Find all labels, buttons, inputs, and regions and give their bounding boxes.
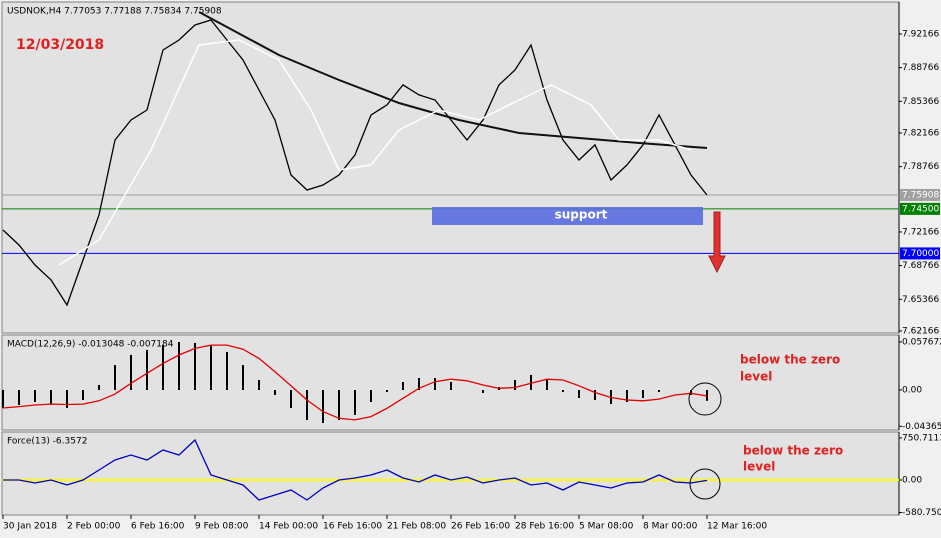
y-tick-label: 750.7113 xyxy=(902,433,941,443)
y-tick-label: 0.00 xyxy=(902,475,922,485)
y-tick-label: 7.72166 xyxy=(902,227,939,237)
level-label: 7.74500 xyxy=(902,204,939,214)
x-tick-label: 5 Mar 08:00 xyxy=(579,522,634,532)
series-line xyxy=(198,11,708,149)
y-tick-label: 7.65366 xyxy=(902,295,939,305)
x-tick-label: 6 Feb 16:00 xyxy=(131,522,185,532)
x-tick-label: 14 Feb 00:00 xyxy=(259,522,318,532)
panel-title: MACD(12,26,9) -0.013048 -0.007184 xyxy=(7,340,174,350)
force-note-2: level xyxy=(743,460,775,474)
y-tick-label: 0.00 xyxy=(902,385,922,395)
series-line xyxy=(2,344,708,421)
down-arrow xyxy=(708,211,726,274)
y-tick-label: 7.85366 xyxy=(902,97,939,107)
y-tick-label: 7.92166 xyxy=(902,30,939,40)
y-tick-label: 0.057672 xyxy=(902,338,941,348)
y-tick-label: -0.043651 xyxy=(902,422,941,432)
x-tick-label: 16 Feb 16:00 xyxy=(323,522,382,532)
panel-title: Force(13) -6.3572 xyxy=(7,437,87,447)
y-tick-label: 7.78766 xyxy=(902,162,939,172)
date-annotation: 12/03/2018 xyxy=(16,37,104,53)
x-tick-label: 21 Feb 08:00 xyxy=(387,522,446,532)
y-tick-label: -580.7503 xyxy=(902,508,941,518)
level-box xyxy=(900,188,940,201)
x-tick-label: 8 Mar 00:00 xyxy=(643,522,698,532)
x-tick-label: 2 Feb 00:00 xyxy=(67,522,121,532)
level-label: 7.75908 xyxy=(902,190,939,200)
x-tick-label: 12 Mar 16:00 xyxy=(707,522,767,532)
y-tick-label: 7.82166 xyxy=(902,128,939,138)
y-tick-label: 7.62166 xyxy=(902,326,939,336)
x-tick-label: 9 Feb 08:00 xyxy=(195,522,249,532)
panel xyxy=(1,1,900,334)
macd-note-2: level xyxy=(740,370,772,384)
support-label: support xyxy=(555,208,608,222)
x-tick-label: 28 Feb 16:00 xyxy=(515,522,574,532)
level-label: 7.70000 xyxy=(902,249,939,259)
x-tick-label: 30 Jan 2018 xyxy=(3,522,57,532)
macd-circle xyxy=(688,382,722,416)
panel-title: USDNOK,H4 7.77053 7.77188 7.75834 7.7590… xyxy=(7,7,222,17)
support-zone xyxy=(432,207,703,225)
series-line xyxy=(58,39,692,266)
force-note-1: below the zero xyxy=(743,444,843,458)
level-box xyxy=(900,202,940,215)
series-line xyxy=(3,438,708,501)
x-tick-label: 26 Feb 16:00 xyxy=(451,522,510,532)
force-circle xyxy=(689,468,721,500)
panel xyxy=(1,431,900,516)
y-tick-label: 7.68766 xyxy=(902,261,939,271)
y-tick-label: 7.88766 xyxy=(902,63,939,73)
level-box xyxy=(900,247,940,260)
series-line xyxy=(2,19,708,307)
macd-note-1: below the zero xyxy=(740,353,840,367)
